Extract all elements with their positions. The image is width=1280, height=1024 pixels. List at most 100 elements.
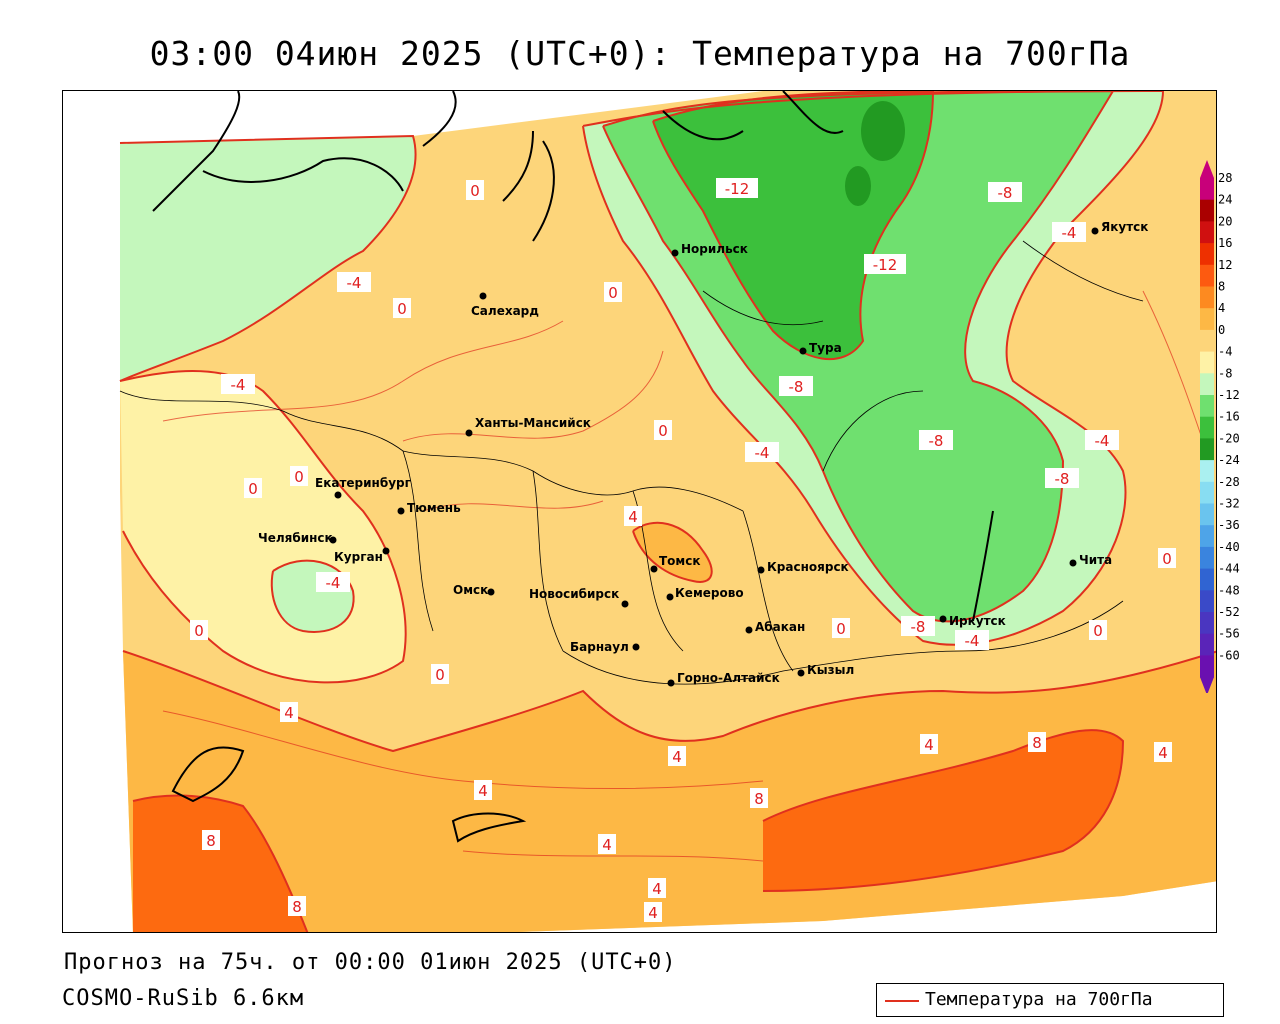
svg-text:Тура: Тура bbox=[809, 341, 842, 355]
svg-text:0: 0 bbox=[470, 182, 480, 200]
colorbar-swatch bbox=[1200, 546, 1214, 570]
city-chita: Чита bbox=[1069, 553, 1112, 567]
isoline-label: 4 bbox=[624, 506, 642, 526]
cities: Норильск Якутск Салехард Тура Ханты-Манс… bbox=[258, 220, 1148, 687]
svg-text:0: 0 bbox=[836, 620, 846, 638]
isoline-label: 0 bbox=[1089, 620, 1107, 640]
city-kyzyl: Кызыл bbox=[797, 663, 854, 677]
colorbar-tick-label: -28 bbox=[1218, 475, 1240, 489]
city-norilsk: Норильск bbox=[671, 242, 748, 257]
isoline-label: -8 bbox=[919, 430, 953, 450]
colorbar-swatch bbox=[1200, 481, 1214, 504]
svg-text:Екатеринбург: Екатеринбург bbox=[315, 476, 411, 490]
isoline-label: 0 bbox=[1158, 548, 1176, 568]
colorbar-swatch bbox=[1200, 308, 1214, 331]
city-irkutsk: Иркутск bbox=[939, 614, 1006, 628]
svg-text:8: 8 bbox=[206, 832, 216, 850]
svg-text:Чита: Чита bbox=[1079, 553, 1112, 567]
colorbar-swatch bbox=[1200, 525, 1214, 548]
isoline-label: 0 bbox=[393, 298, 411, 318]
isoline-label: -4 bbox=[745, 442, 779, 462]
map-canvas: -12 -12 -8 -4 -4 -4 -4 -8 -8 -4 -8 -4 -8… bbox=[119, 91, 1216, 932]
svg-text:8: 8 bbox=[754, 790, 764, 808]
city-abakan: Абакан bbox=[745, 620, 805, 634]
colorbar-swatch bbox=[1200, 351, 1214, 374]
colorbar-tick-label: -48 bbox=[1218, 583, 1240, 597]
colorbar-swatch bbox=[1200, 395, 1214, 418]
svg-text:4: 4 bbox=[478, 782, 488, 800]
colorbar-swatch bbox=[1200, 199, 1214, 222]
colorbar-swatch bbox=[1200, 416, 1214, 439]
colorbar-tick-label: -16 bbox=[1218, 410, 1240, 424]
city-kemerovo: Кемерово bbox=[666, 586, 744, 601]
isoline-label: 4 bbox=[920, 734, 938, 754]
level-4-patch-tomsk bbox=[633, 522, 712, 582]
colorbar-tick-label: -40 bbox=[1218, 540, 1240, 554]
svg-text:-4: -4 bbox=[965, 632, 980, 650]
isoline-label: 4 bbox=[644, 902, 662, 922]
city-barnaul: Барнаул bbox=[570, 640, 640, 654]
colorbar-swatch bbox=[1200, 590, 1214, 613]
isoline-label: 4 bbox=[668, 746, 686, 766]
colorbar-tick-label: -4 bbox=[1218, 345, 1232, 359]
isoline-label: -4 bbox=[337, 272, 371, 292]
svg-text:0: 0 bbox=[608, 284, 618, 302]
isoline-label: -8 bbox=[1045, 468, 1079, 488]
isoline-label: -4 bbox=[316, 572, 350, 592]
city-novosibirsk: Новосибирск bbox=[529, 587, 629, 608]
isoline-label: 8 bbox=[750, 788, 768, 808]
colorbar-tick-label: -60 bbox=[1218, 648, 1240, 662]
colorbar-swatch bbox=[1200, 568, 1214, 591]
svg-text:8: 8 bbox=[1032, 734, 1042, 752]
svg-text:Кызыл: Кызыл bbox=[807, 663, 854, 677]
colorbar-tick-label: -44 bbox=[1218, 562, 1240, 576]
isoline-label: 4 bbox=[474, 780, 492, 800]
isoline-label: 8 bbox=[1028, 732, 1046, 752]
isoline-label: -8 bbox=[988, 182, 1022, 202]
city-tomsk: Томск bbox=[650, 554, 701, 573]
svg-text:0: 0 bbox=[1093, 622, 1103, 640]
isoline-label: 4 bbox=[1154, 742, 1172, 762]
colorbar-tick-label: -8 bbox=[1218, 366, 1232, 380]
colorbar-top-arrow bbox=[1200, 160, 1214, 178]
isoline-label: 4 bbox=[598, 834, 616, 854]
svg-text:Челябинск: Челябинск bbox=[258, 531, 333, 545]
colorbar-tick-label: -32 bbox=[1218, 497, 1240, 511]
city-yekaterinburg: Екатеринбург bbox=[315, 476, 411, 499]
legend-line-swatch bbox=[885, 1000, 919, 1002]
legend-label: Температура на 700гПа bbox=[925, 989, 1153, 1010]
colorbar-swatch bbox=[1200, 243, 1214, 266]
svg-text:-4: -4 bbox=[347, 274, 362, 292]
colorbar-tick-label: 24 bbox=[1218, 193, 1232, 207]
colorbar-swatch bbox=[1200, 460, 1214, 483]
svg-text:Салехард: Салехард bbox=[471, 304, 539, 318]
city-tura: Тура bbox=[799, 341, 842, 355]
svg-text:4: 4 bbox=[648, 904, 658, 922]
isoline-label: 4 bbox=[280, 702, 298, 722]
colorbar-swatch bbox=[1200, 503, 1214, 526]
isoline-label: -12 bbox=[716, 178, 758, 198]
colorbar-tick-label: 20 bbox=[1218, 214, 1232, 228]
colorbar-tick-label: -56 bbox=[1218, 627, 1240, 641]
city-kurgan: Курган bbox=[334, 547, 390, 564]
city-khanty-mansiysk: Ханты-Мансийск bbox=[465, 416, 591, 437]
svg-text:Норильск: Норильск bbox=[681, 242, 748, 256]
level-minus16-patch-1 bbox=[861, 101, 905, 161]
svg-text:Новосибирск: Новосибирск bbox=[529, 587, 619, 601]
city-chelyabinsk: Челябинск bbox=[258, 531, 337, 545]
isoline-label: -8 bbox=[901, 616, 935, 636]
svg-text:8: 8 bbox=[292, 898, 302, 916]
colorbar-swatch bbox=[1200, 178, 1214, 201]
isoline-label: -12 bbox=[864, 254, 906, 274]
svg-text:Ханты-Мансийск: Ханты-Мансийск bbox=[475, 416, 591, 430]
isoline-label: 0 bbox=[466, 180, 484, 200]
isoline-label: -4 bbox=[1085, 430, 1119, 450]
svg-text:-8: -8 bbox=[929, 432, 944, 450]
svg-text:0: 0 bbox=[248, 480, 258, 498]
isoline-label: 0 bbox=[290, 466, 308, 486]
isoline-label: -4 bbox=[955, 630, 989, 650]
level-8-area-west bbox=[133, 795, 308, 932]
temperature-map[interactable]: -12 -12 -8 -4 -4 -4 -4 -8 -8 -4 -8 -4 -8… bbox=[62, 90, 1217, 933]
colorbar-tick-label: -12 bbox=[1218, 388, 1240, 402]
colorbar-tick-label: 4 bbox=[1218, 301, 1225, 315]
